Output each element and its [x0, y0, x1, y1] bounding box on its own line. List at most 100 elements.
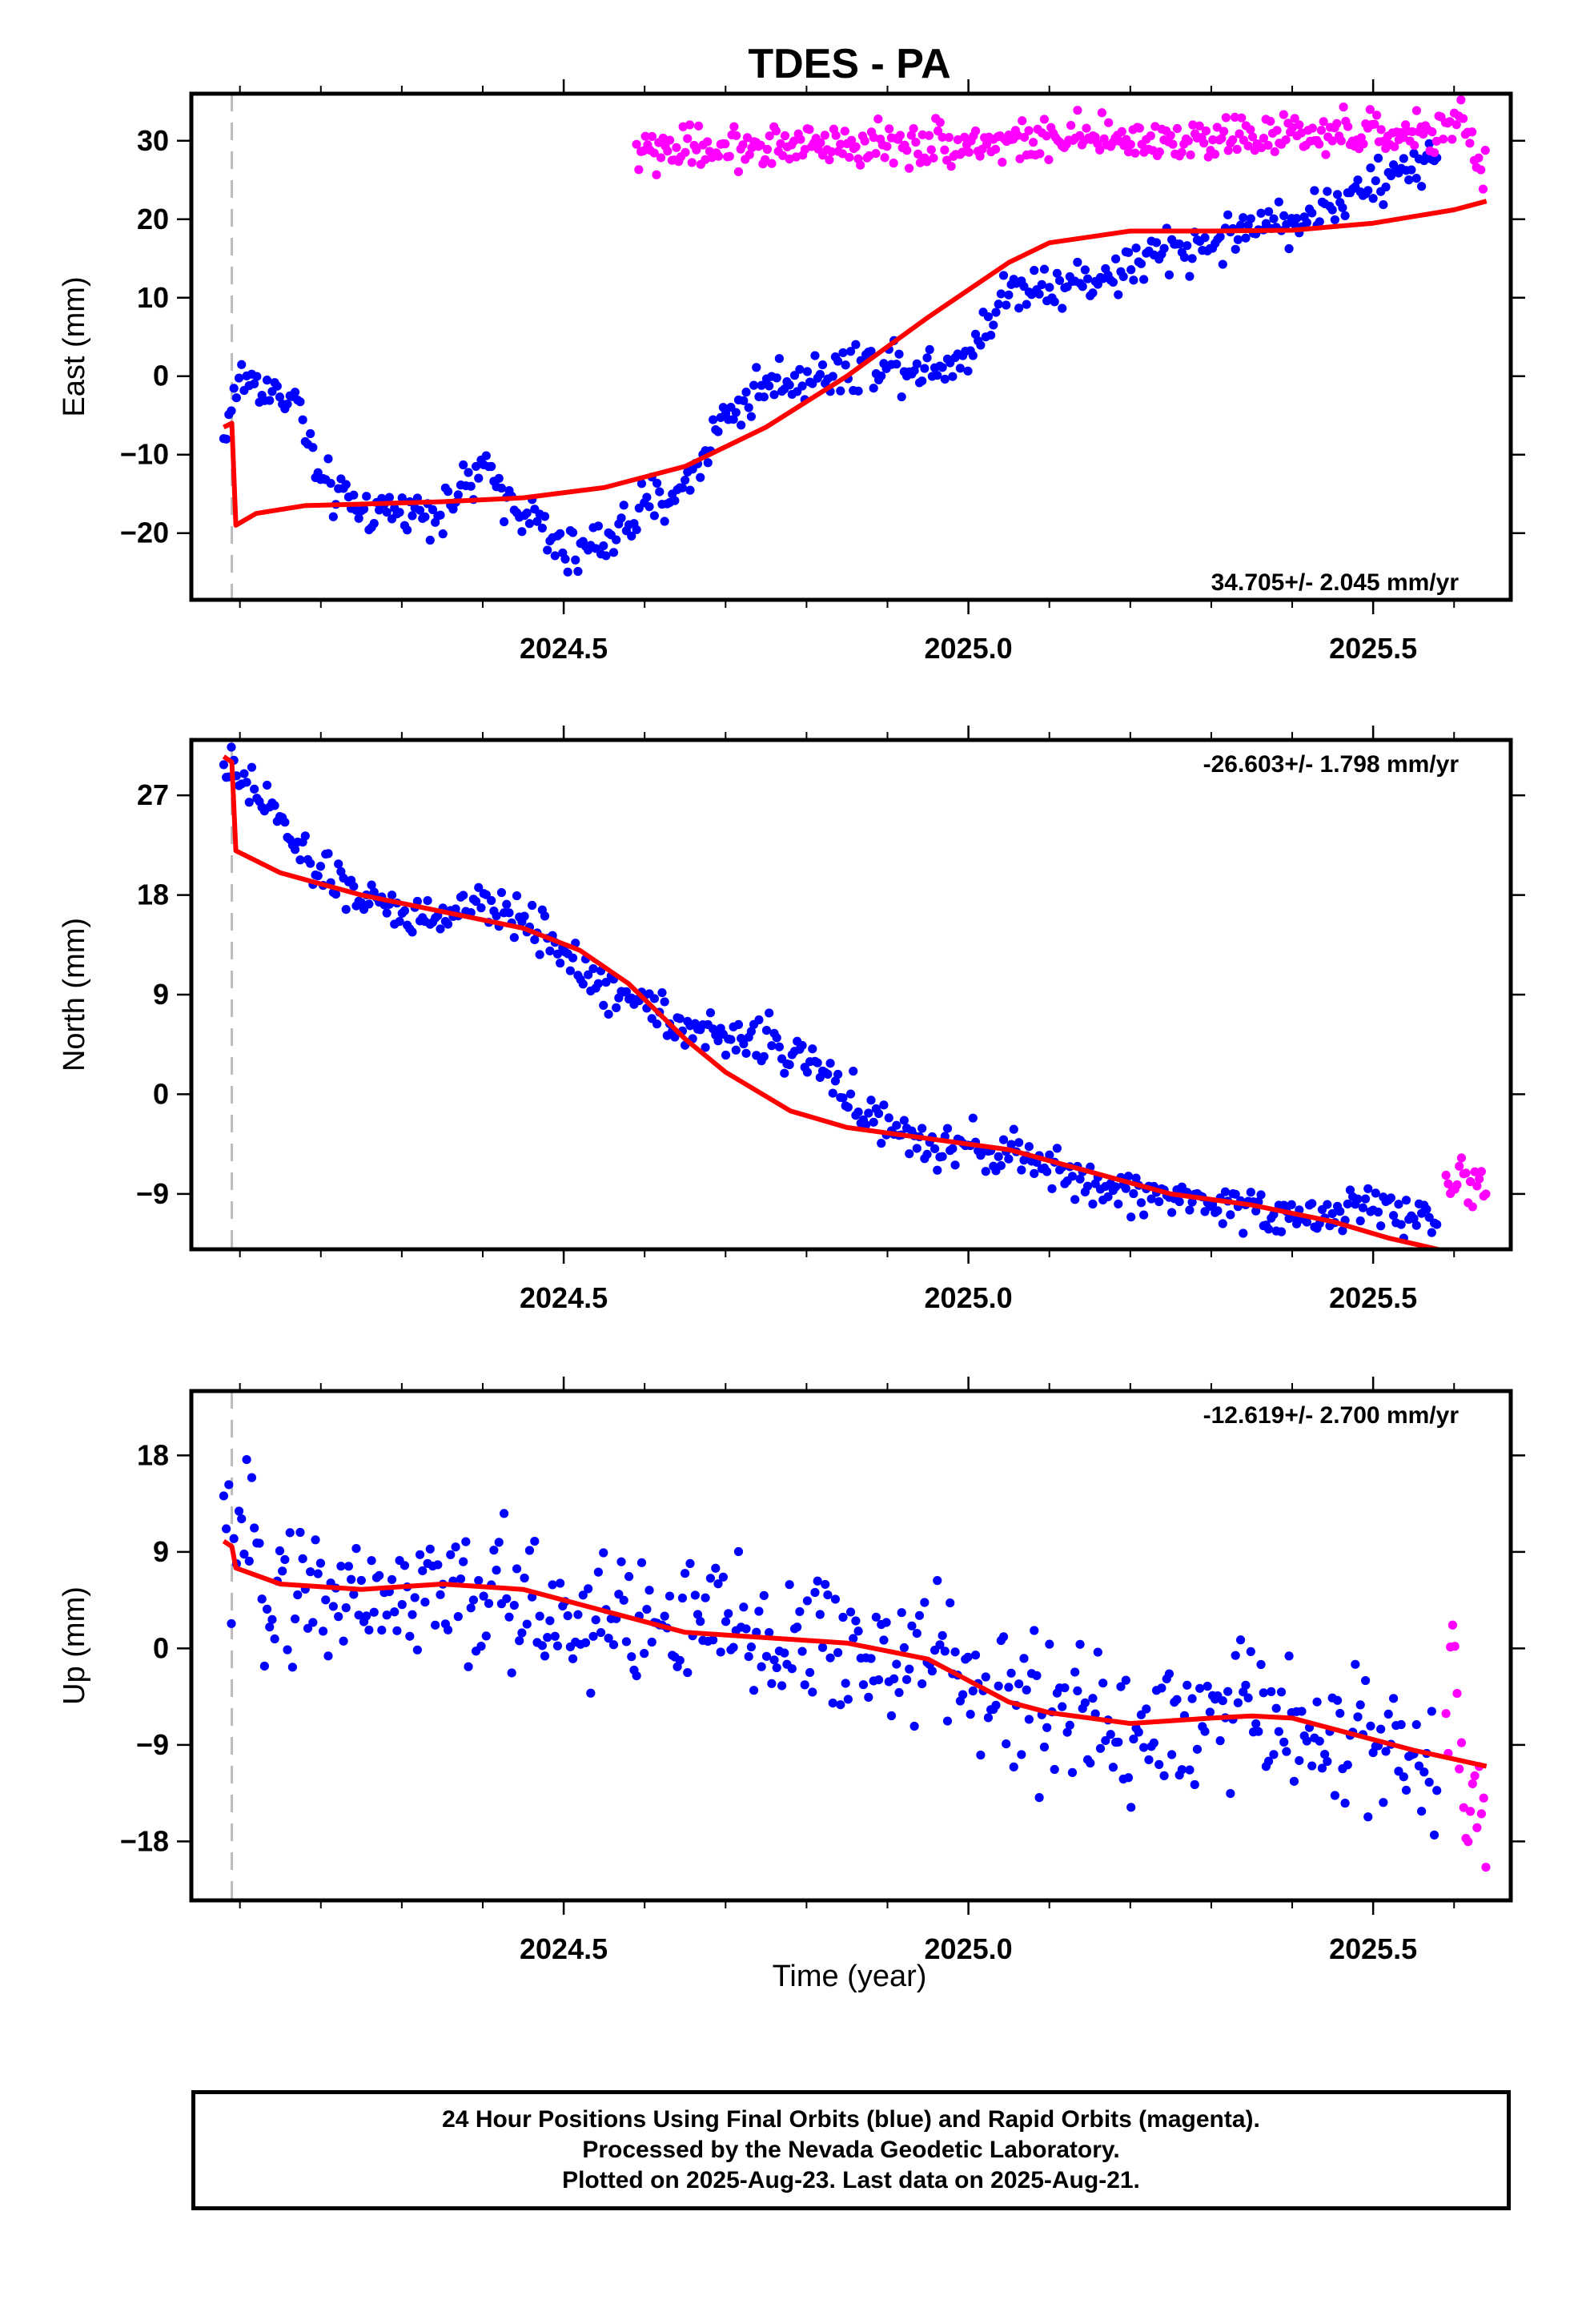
final-orbit-point	[573, 1610, 583, 1619]
y-axis-label: North (mm)	[58, 918, 91, 1072]
rapid-orbit-point	[778, 151, 788, 160]
rapid-orbit-point	[827, 147, 837, 157]
final-orbit-point	[640, 1649, 649, 1659]
final-orbit-point	[1022, 300, 1031, 309]
x-tick-label: 2025.0	[925, 1932, 1013, 1965]
final-orbit-point	[520, 911, 529, 921]
final-orbit-point	[285, 1528, 295, 1538]
rapid-orbit-point	[1232, 144, 1242, 155]
rapid-orbit-point	[1410, 140, 1419, 151]
final-orbit-point	[930, 1144, 940, 1154]
final-orbit-point	[1114, 290, 1123, 300]
final-orbit-point	[1218, 1696, 1227, 1706]
final-orbit-point	[866, 347, 876, 356]
final-orbit-point	[420, 512, 430, 522]
final-orbit-point	[879, 1635, 889, 1645]
final-orbit-point	[861, 1120, 871, 1130]
final-orbit-point	[757, 1662, 766, 1671]
y-tick-label: 0	[153, 1077, 169, 1110]
final-orbit-point	[1146, 1194, 1156, 1204]
final-orbit-point	[1065, 1720, 1074, 1730]
final-orbit-point	[1108, 277, 1118, 287]
final-orbit-point	[841, 1679, 850, 1688]
panel-up: 2024.5 2025.0 2025.5 18 9 0 −9 −18 Up (mm) -12.61…	[58, 1377, 1525, 1965]
final-orbit-point	[864, 1108, 873, 1118]
final-orbit-point	[685, 1558, 695, 1568]
rapid-orbit-point	[1465, 1176, 1476, 1187]
y-tick-label: 27	[137, 778, 169, 811]
rapid-orbit-point	[1470, 1167, 1480, 1176]
rapid-orbit-point	[1476, 1809, 1487, 1819]
final-orbit-point	[1082, 1181, 1093, 1191]
final-orbit-point	[336, 1562, 346, 1571]
final-orbit-point	[395, 508, 404, 517]
final-orbit-point	[418, 1566, 428, 1576]
final-orbit-point	[767, 1679, 777, 1688]
final-orbit-point	[328, 1602, 338, 1611]
final-orbit-point	[436, 924, 445, 934]
rapid-orbit-point	[1465, 139, 1475, 148]
final-orbit-point	[1256, 208, 1266, 218]
final-orbit-point	[313, 871, 323, 881]
final-orbit-point	[1330, 1791, 1339, 1800]
rapid-orbit-point	[1183, 136, 1193, 146]
rapid-orbit-point	[1307, 123, 1317, 133]
x-tick-label: 2025.5	[1329, 1281, 1417, 1314]
final-orbit-point	[976, 1750, 986, 1760]
final-orbit-point	[1052, 268, 1062, 278]
rapid-orbit-point	[1441, 1709, 1451, 1719]
rapid-orbit-point	[1146, 131, 1155, 141]
final-orbit-point	[1205, 1707, 1215, 1717]
final-orbit-point	[785, 1059, 794, 1070]
final-orbit-point	[1282, 219, 1291, 229]
final-orbit-point	[1032, 1671, 1042, 1680]
final-orbit-point	[884, 1113, 893, 1123]
final-orbit-point	[741, 1048, 751, 1058]
final-orbit-point	[765, 381, 774, 391]
final-orbit-point	[1030, 266, 1039, 275]
final-orbit-point	[573, 566, 583, 577]
final-orbit-point	[283, 1645, 292, 1655]
final-orbit-point	[1338, 203, 1347, 212]
final-orbit-point	[759, 1051, 769, 1061]
rapid-orbit-point	[998, 158, 1007, 167]
final-orbit-point	[1218, 259, 1227, 269]
final-orbit-point	[552, 1641, 563, 1651]
final-orbit-point	[994, 1152, 1003, 1161]
final-orbit-point	[1129, 1188, 1138, 1199]
final-orbit-point	[517, 1628, 527, 1638]
final-orbit-point	[1416, 182, 1427, 191]
final-orbit-point	[489, 1546, 499, 1555]
final-orbit-point	[749, 380, 759, 390]
rapid-orbit-point	[1172, 123, 1182, 134]
final-orbit-point	[1358, 1203, 1367, 1212]
final-orbit-point	[765, 1008, 774, 1018]
final-orbit-point	[349, 882, 359, 891]
rapid-orbit-point	[1481, 1862, 1491, 1872]
final-orbit-point	[438, 529, 448, 539]
final-orbit-point	[323, 849, 333, 858]
final-orbit-point	[853, 1108, 863, 1117]
rapid-orbit-point	[1266, 116, 1275, 127]
final-orbit-point	[349, 1590, 359, 1599]
final-orbit-point	[239, 769, 249, 778]
final-orbit-point	[283, 399, 292, 409]
final-orbit-point	[1045, 1639, 1054, 1649]
rapid-orbit-point	[1039, 115, 1050, 124]
rapid-orbit-point	[1370, 119, 1379, 129]
final-orbit-point	[252, 372, 262, 381]
final-orbit-point	[1424, 1777, 1434, 1787]
y-tick-label: 0	[153, 1631, 169, 1664]
rapid-orbit-point	[1447, 135, 1457, 144]
final-orbit-point	[976, 340, 986, 350]
final-orbit-point	[950, 1647, 960, 1657]
final-orbit-point	[894, 1687, 904, 1698]
final-orbit-point	[584, 1584, 593, 1594]
final-orbit-point	[308, 443, 318, 452]
final-orbit-point	[1340, 1799, 1350, 1808]
final-orbit-point	[543, 545, 552, 555]
final-orbit-point	[1223, 1687, 1233, 1696]
rapid-orbit-point	[1015, 154, 1025, 163]
rapid-orbit-point	[860, 136, 869, 146]
final-orbit-point	[530, 935, 540, 945]
